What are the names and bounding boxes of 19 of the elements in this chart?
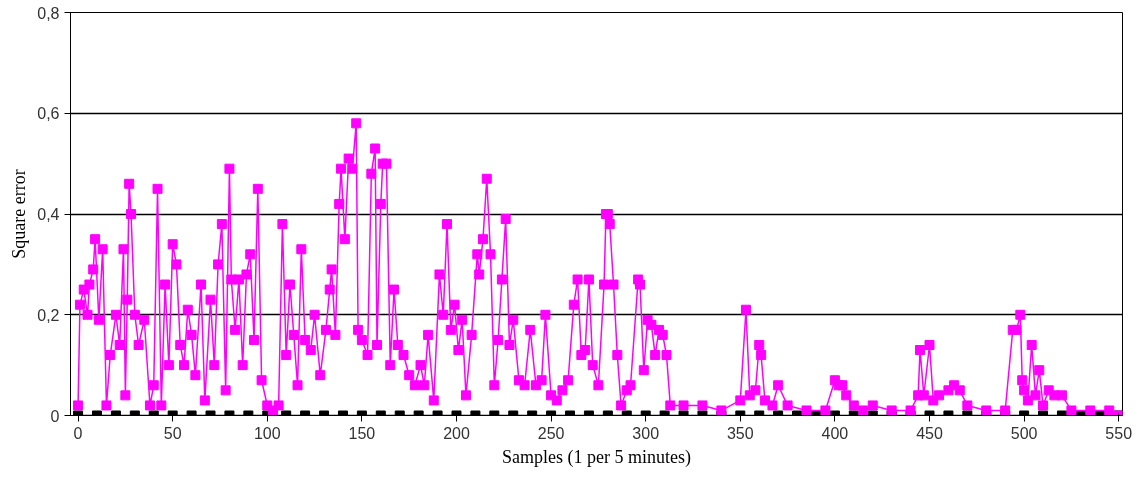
y-tick-label: 0,8 [37, 4, 60, 22]
y-tick-label: 0,2 [37, 306, 60, 324]
x-tick-label: 0 [73, 424, 83, 442]
y-tick-label: 0,6 [37, 105, 60, 123]
x-tick-label: 300 [632, 424, 660, 442]
x-tick-label: 200 [443, 424, 470, 442]
y-tick-label: 0 [50, 407, 60, 425]
x-tick-label: 450 [916, 424, 943, 442]
x-tick-label: 250 [537, 424, 565, 442]
x-tick-label: 100 [253, 424, 281, 442]
x-tick-label: 350 [726, 424, 754, 442]
y-axis-title: Square error [9, 169, 30, 259]
x-tick-label: 500 [1010, 424, 1038, 442]
y-tick-label: 0,4 [37, 206, 60, 223]
x-tick-label: 400 [821, 424, 849, 442]
x-tick-label: 550 [1105, 424, 1133, 442]
x-tick-label: 150 [348, 424, 376, 442]
x-axis-title: Samples (1 per 5 minutes) [502, 446, 691, 468]
x-tick-label: 50 [163, 424, 182, 442]
